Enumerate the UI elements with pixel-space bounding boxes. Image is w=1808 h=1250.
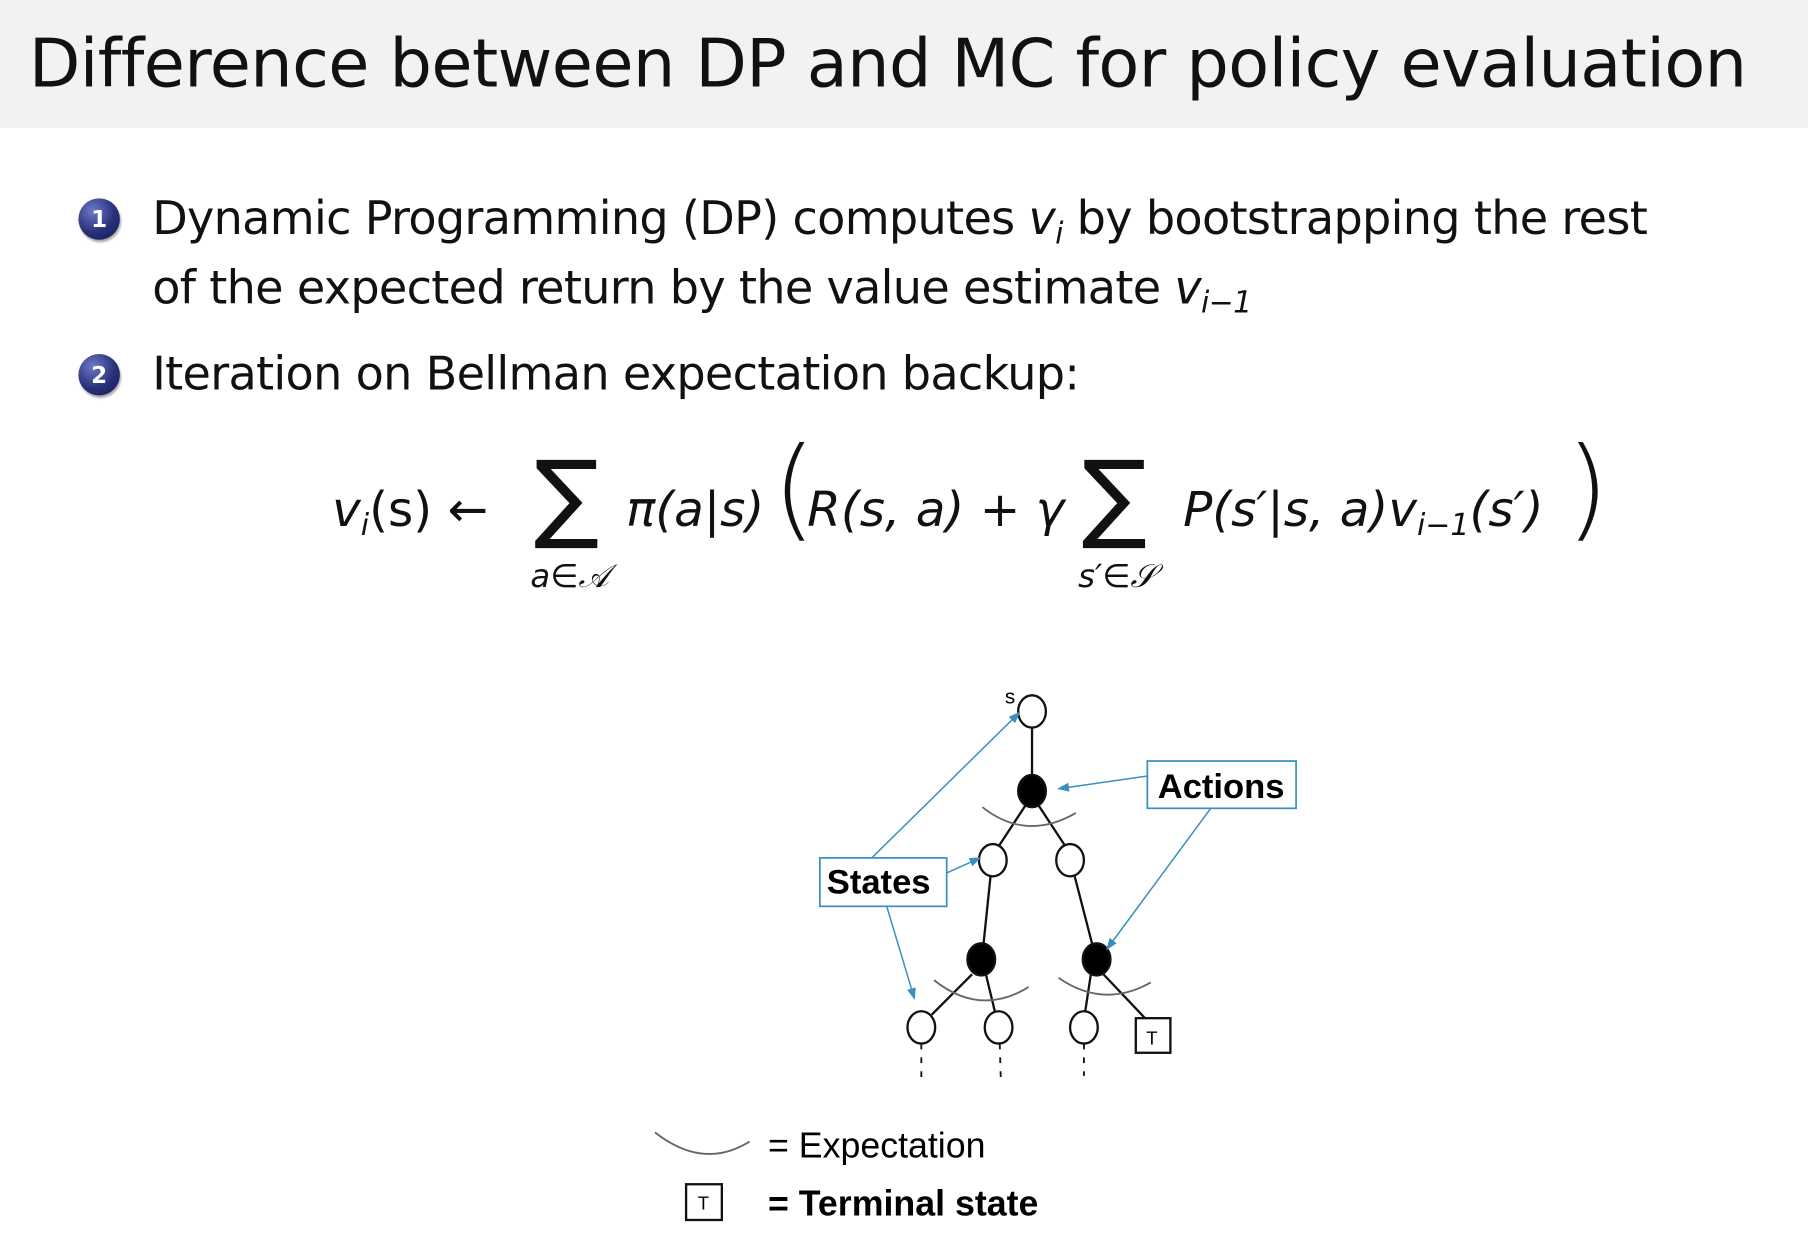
- transition-term: P(s′|s, a)vi−1(s′): [1183, 480, 1544, 541]
- action-node: [1017, 773, 1048, 809]
- bullet-number-2: 2: [78, 354, 120, 396]
- state-node: [906, 1010, 937, 1045]
- var-v: v: [1174, 261, 1202, 315]
- sum-index-1: a∈𝒜: [530, 556, 609, 595]
- sum-index-2: s′∈𝒮: [1078, 556, 1156, 595]
- text: (s′): [1469, 480, 1544, 538]
- reward-term: R(s, a) + γ: [807, 480, 1065, 538]
- subscript: i−1: [1201, 285, 1252, 321]
- var: v: [332, 480, 361, 538]
- state-node: [1068, 1010, 1099, 1045]
- action-node: [966, 942, 997, 977]
- terminal-legend-box: [684, 1183, 723, 1222]
- nodes: [906, 694, 1172, 1054]
- close-paren: ): [1565, 423, 1610, 553]
- terminal-glyph: T: [1146, 1028, 1157, 1049]
- terminal-legend-glyph: T: [698, 1193, 709, 1214]
- bullet-2-text: Iteration on Bellman expectation backup:: [152, 348, 1080, 402]
- state-node-root: [1017, 694, 1048, 729]
- text: by bootstrapping the rest: [1062, 192, 1648, 246]
- lhs: vi(s) ←: [332, 480, 489, 541]
- text: of the expected return by the value esti…: [152, 261, 1175, 315]
- tree-edges: [930, 727, 1146, 1019]
- text: Dynamic Programming (DP) computes: [152, 192, 1029, 246]
- state-node: [977, 842, 1008, 878]
- actions-callout-box: [1146, 760, 1297, 810]
- sum-symbol-2: ∑: [1081, 439, 1147, 553]
- bullet-number-1: 1: [78, 198, 120, 240]
- open-paren: (: [772, 423, 816, 553]
- states-callout-box: [818, 857, 948, 908]
- terminal-legend-label: = Terminal state: [768, 1183, 1038, 1223]
- bullet-1-line-2: of the expected return by the value esti…: [152, 254, 1252, 323]
- expectation-arcs: [933, 806, 1152, 1002]
- subscript: i: [360, 508, 370, 544]
- callout-arrows: [871, 711, 1212, 1001]
- continuation-dashes: [920, 1043, 1085, 1082]
- bullet-1-line-1: Dynamic Programming (DP) computes vi by …: [152, 184, 1648, 253]
- title-band: Difference between DP and MC for policy …: [0, 0, 1808, 128]
- states-label: States: [827, 864, 931, 902]
- state-node: [983, 1010, 1014, 1045]
- sum-symbol-1: ∑: [533, 439, 600, 553]
- text: P(s′|s, a)v: [1183, 480, 1417, 538]
- action-node: [1081, 942, 1112, 977]
- policy-term: π(a|s): [626, 480, 765, 538]
- expectation-legend-arc: [654, 1131, 751, 1155]
- subscript: i: [1055, 216, 1063, 252]
- root-state-label: s: [1005, 685, 1015, 708]
- actions-label: Actions: [1158, 768, 1285, 806]
- slide-title: Difference between DP and MC for policy …: [28, 24, 1747, 103]
- terminal-state-node: [1134, 1017, 1172, 1054]
- expectation-legend-label: = Expectation: [768, 1126, 986, 1166]
- state-node: [1055, 842, 1086, 878]
- var-v: v: [1028, 192, 1056, 246]
- text: (s) ←: [369, 480, 489, 538]
- subscript: i−1: [1416, 508, 1470, 544]
